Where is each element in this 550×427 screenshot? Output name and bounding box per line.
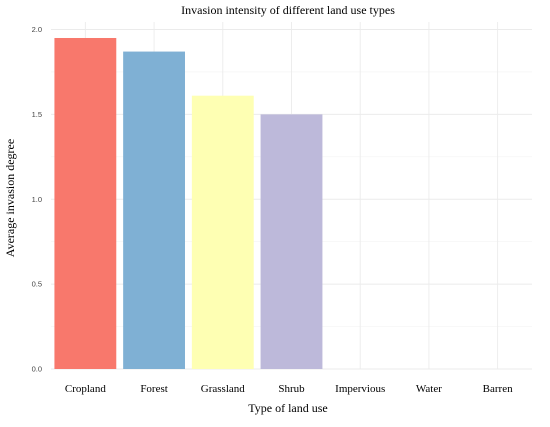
x-tick-label: Barren <box>483 383 513 395</box>
chart-title: Invasion intensity of different land use… <box>181 3 395 17</box>
x-tick-label: Shrub <box>278 383 305 395</box>
y-axis-ticks: 0.0 0.5 1.0 1.5 2.0 <box>32 25 42 374</box>
x-tick-label: Impervious <box>335 383 385 395</box>
bars <box>54 37 323 370</box>
bar-shrub <box>260 114 323 369</box>
x-axis-title: Type of land use <box>248 401 327 415</box>
y-tick-label: 0.0 <box>32 365 42 374</box>
y-tick-label: 1.5 <box>32 110 42 119</box>
y-tick-label: 2.0 <box>32 25 42 34</box>
x-tick-label: Forest <box>140 383 168 395</box>
x-tick-label: Grassland <box>201 383 245 395</box>
x-tick-label: Cropland <box>65 383 106 395</box>
y-tick-label: 1.0 <box>32 195 42 204</box>
bar-forest <box>123 51 185 369</box>
bar-cropland <box>54 37 117 370</box>
x-tick-label: Water <box>416 383 442 395</box>
x-axis-ticks: Cropland Forest Grassland Shrub Impervious Wa… <box>65 383 513 395</box>
y-tick-label: 0.5 <box>32 280 42 289</box>
y-axis-title: Average invasion degree <box>3 139 17 257</box>
bar-grassland <box>191 95 254 369</box>
